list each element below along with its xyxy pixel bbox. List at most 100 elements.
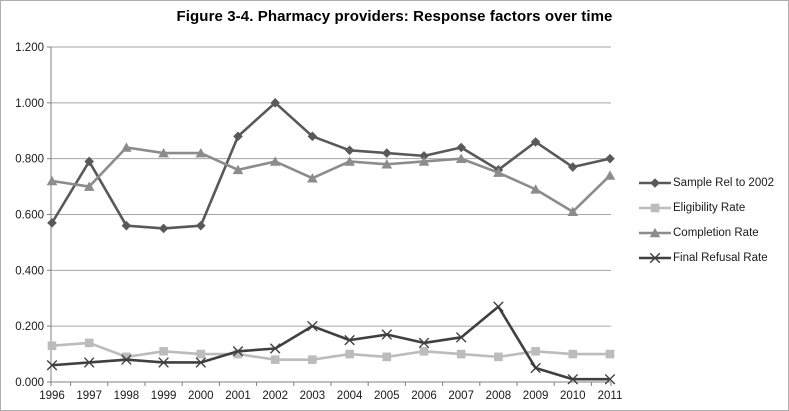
axis-labels: 0.000 0.200 0.400 0.600 0.800 1.000 1.200 1996 1… [15, 42, 622, 402]
square-marker [308, 355, 317, 364]
square-marker [233, 349, 243, 359]
diamond-marker [84, 156, 94, 167]
x-marker [649, 252, 661, 263]
x-marker [270, 343, 281, 354]
square-marker [650, 203, 660, 212]
x-marker [84, 357, 95, 368]
x-axis-label: 2008 [486, 390, 512, 402]
square-marker [47, 341, 57, 351]
legend-marker-x-icon [639, 252, 671, 263]
diamond-marker [456, 142, 466, 153]
x-marker [418, 337, 430, 349]
triangle-marker [269, 156, 281, 166]
triangle-marker [232, 164, 244, 175]
legend-item-sample-rel-to-2002: Sample Rel to 2002 [638, 173, 774, 192]
x-axis-label: 1996 [39, 390, 65, 402]
series-final-refusal-rate [46, 301, 616, 385]
x-axis-label: 2004 [337, 390, 363, 402]
diamond-marker [47, 218, 57, 228]
diamond-marker [650, 177, 660, 188]
x-marker [46, 360, 58, 371]
y-gridlines [51, 46, 611, 327]
y-axis-label: 0.200 [15, 321, 44, 333]
x-axis-label: 2009 [523, 390, 549, 402]
diamond-marker [307, 131, 318, 142]
diamond-marker [530, 137, 541, 147]
diamond-marker [419, 151, 429, 161]
triangle-marker [121, 142, 132, 152]
diamond-marker [158, 223, 169, 234]
x-axis-label: 1998 [114, 390, 140, 402]
x-marker [567, 374, 578, 385]
series-sample-rel-to-2002 [47, 98, 615, 234]
triangle-marker [344, 156, 355, 166]
y-axis-label: 0.800 [15, 154, 44, 166]
diamond-marker [605, 153, 615, 164]
x-axis-label: 2010 [560, 390, 586, 402]
x-marker [604, 374, 616, 385]
square-marker [605, 349, 615, 359]
axes [47, 46, 612, 386]
square-marker [122, 352, 131, 362]
diamond-marker [568, 162, 578, 172]
square-marker [531, 346, 540, 356]
x-marker [158, 357, 169, 368]
series-completion-rate [46, 142, 616, 217]
triangle-marker [307, 173, 318, 183]
legend-item-eligibility-rate: Eligibility Rate [638, 198, 774, 217]
legend-marker-diamond-icon [639, 177, 671, 188]
square-marker [419, 346, 429, 356]
x-marker [195, 357, 206, 368]
square-marker [456, 349, 466, 359]
legend-label: Eligibility Rate [673, 201, 746, 214]
x-axis-label: 2005 [374, 390, 400, 402]
x-axis-label: 2001 [225, 390, 251, 402]
series-line-sample-rel-to-2002 [50, 101, 611, 230]
diamond-marker [344, 145, 355, 156]
square-marker [84, 338, 94, 348]
x-axis-label: 2011 [598, 390, 623, 402]
x-axis-label: 1997 [76, 390, 102, 402]
legend-marker-triangle-icon [639, 227, 671, 237]
legend-marker-square-icon [639, 203, 671, 212]
triangle-marker [649, 227, 661, 237]
x-marker [530, 362, 541, 374]
square-marker [270, 355, 280, 364]
x-axis-label: 2006 [411, 390, 437, 402]
y-axis-label: 1.000 [15, 98, 44, 110]
x-axis-label: 2003 [300, 390, 326, 402]
legend: Sample Rel to 2002 Eligibility Rate Comple… [638, 173, 774, 267]
x-marker [307, 321, 318, 332]
square-marker [196, 349, 206, 359]
x-marker [344, 335, 355, 346]
square-marker [568, 349, 578, 359]
triangle-marker [604, 170, 616, 180]
y-axis-label: 1.200 [15, 42, 44, 54]
diamond-marker [270, 98, 280, 108]
x-marker [232, 346, 244, 357]
y-axis-label: 0.000 [15, 377, 44, 389]
square-marker [382, 352, 392, 362]
x-marker [381, 329, 392, 340]
x-axis-label: 2000 [188, 390, 214, 402]
x-marker [493, 301, 504, 312]
triangle-marker [46, 175, 58, 186]
x-axis-label: 2002 [262, 390, 288, 402]
legend-item-completion-rate: Completion Rate [638, 223, 774, 242]
square-marker [494, 352, 503, 362]
triangle-marker [158, 147, 169, 158]
square-marker [345, 349, 354, 359]
y-axis-label: 0.600 [15, 210, 44, 222]
x-axis-label: 1999 [151, 390, 177, 402]
diamond-marker [196, 220, 206, 231]
legend-label: Final Refusal Rate [673, 251, 768, 264]
y-axis-label: 0.400 [15, 265, 44, 277]
triangle-marker [418, 156, 430, 166]
square-marker [159, 346, 168, 356]
triangle-marker [567, 206, 579, 217]
series-eligibility-rate [47, 338, 615, 364]
diamond-marker [382, 148, 392, 158]
x-marker [121, 354, 132, 365]
chart-title: Figure 3-4. Pharmacy providers: Response… [176, 8, 613, 25]
